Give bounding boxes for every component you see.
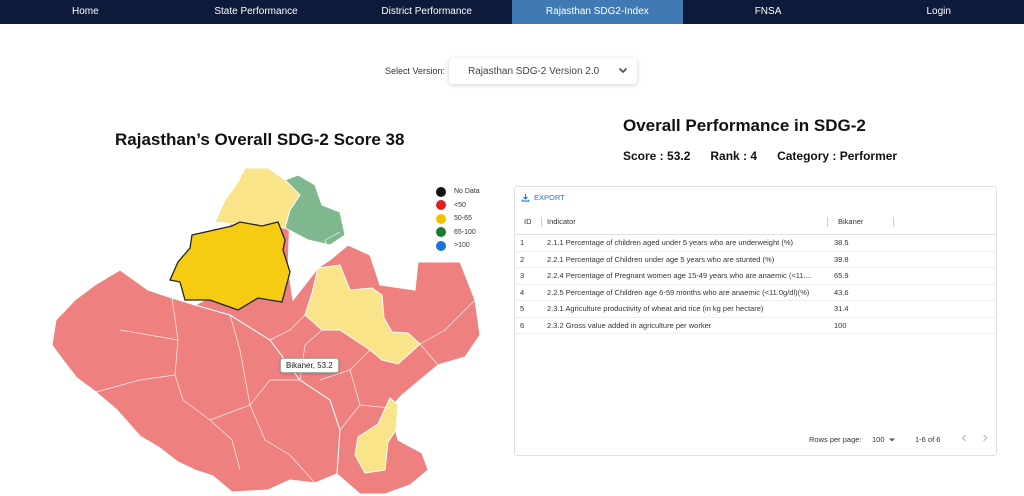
table-header: ID Indicator Bikaner bbox=[515, 209, 996, 235]
nav-state-performance[interactable]: State Performance bbox=[214, 6, 298, 17]
chevron-down-icon bbox=[617, 64, 629, 79]
cell-indicator: 2.2.5 Percentage of Children age 6-59 mo… bbox=[547, 287, 810, 297]
legend-item: 65-100 bbox=[436, 226, 480, 240]
rows-per-page-value: 100 bbox=[872, 435, 885, 444]
legend-item: 50-65 bbox=[436, 212, 480, 226]
cell-indicator: 2.3.2 Gross value added in agriculture p… bbox=[547, 320, 712, 330]
map-region-bikaner[interactable] bbox=[169, 221, 291, 311]
prev-page-button[interactable] bbox=[959, 433, 969, 445]
legend-item: <50 bbox=[436, 199, 480, 213]
table-row[interactable]: 1 2.1.1 Percentage of children aged under… bbox=[515, 235, 996, 252]
category-value: Category : Performer bbox=[777, 149, 898, 163]
nav-login[interactable]: Login bbox=[926, 6, 951, 17]
caret-down-icon bbox=[888, 438, 895, 441]
legend-dot bbox=[436, 186, 446, 197]
next-page-button[interactable] bbox=[980, 433, 990, 445]
score-value: Score : 53.2 bbox=[623, 149, 691, 163]
version-select-value: Rajasthan SDG-2 Version 2.0 bbox=[468, 65, 600, 77]
cell-indicator: 2.2.4 Percentage of Pregnant women age 1… bbox=[547, 271, 812, 280]
cell-id: 4 bbox=[520, 287, 525, 297]
column-separator[interactable] bbox=[893, 217, 894, 227]
cell-id: 6 bbox=[520, 320, 525, 330]
column-header-bikaner[interactable]: Bikaner bbox=[838, 217, 864, 226]
map-region-east-yellow[interactable] bbox=[304, 264, 421, 365]
map-title: Rajasthan’s Overall SDG-2 Score 38 bbox=[115, 130, 405, 149]
download-icon bbox=[521, 193, 530, 202]
cell-value: 65.9 bbox=[834, 271, 849, 280]
legend-dot bbox=[436, 227, 446, 238]
cell-id: 5 bbox=[520, 304, 525, 313]
rows-per-page-select[interactable]: 100 bbox=[872, 435, 896, 444]
column-separator[interactable] bbox=[541, 217, 542, 227]
cell-id: 3 bbox=[520, 271, 525, 280]
column-header-indicator[interactable]: Indicator bbox=[547, 217, 576, 226]
map-region-north-green[interactable] bbox=[284, 174, 346, 246]
legend-dot bbox=[436, 240, 446, 251]
table-row[interactable]: 5 2.3.1 Agriculture productivity of wheat… bbox=[515, 301, 996, 318]
chevron-right-icon bbox=[983, 434, 988, 442]
cell-indicator: 2.2.1 Percentage of Children under age 5… bbox=[547, 254, 775, 264]
map-region-south-yellow[interactable] bbox=[354, 397, 399, 474]
version-label: Select Version: bbox=[385, 66, 446, 76]
column-header-id[interactable]: ID bbox=[524, 217, 532, 226]
cell-id: 1 bbox=[520, 238, 525, 247]
performance-title: Overall Performance in SDG-2 bbox=[623, 116, 866, 135]
legend-dot bbox=[436, 200, 446, 211]
indicator-table: EXPORT ID Indicator Bikaner 1 2.1.1 Perce… bbox=[514, 186, 997, 456]
rajasthan-map bbox=[51, 167, 481, 495]
legend-item: No Data bbox=[436, 185, 480, 199]
column-separator[interactable] bbox=[827, 217, 828, 227]
nav-home[interactable]: Home bbox=[71, 6, 99, 17]
nav-fnsa[interactable]: FNSA bbox=[754, 6, 782, 17]
pagination-range: 1-6 of 6 bbox=[915, 435, 941, 444]
map-tooltip: Bikaner, 53.2 bbox=[280, 358, 339, 373]
nav-sdg2-index[interactable]: Rajasthan SDG2-Index bbox=[512, 0, 683, 24]
rank-value: Rank : 4 bbox=[710, 149, 758, 163]
table-footer: Rows per page: 100 1-6 of 6 bbox=[515, 425, 996, 455]
table-row[interactable]: 2 2.2.1 Percentage of Children under age … bbox=[515, 252, 996, 268]
export-button[interactable]: EXPORT bbox=[521, 193, 565, 202]
cell-value: 38.5 bbox=[834, 238, 849, 247]
cell-indicator: 2.3.1 Agriculture productivity of wheat … bbox=[547, 304, 764, 313]
legend-label: No Data bbox=[454, 188, 480, 196]
cell-indicator: 2.1.1 Percentage of children aged under … bbox=[547, 238, 793, 247]
cell-value: 100 bbox=[834, 320, 847, 330]
nav-district-performance[interactable]: District Performance bbox=[381, 6, 472, 17]
cell-id: 2 bbox=[520, 254, 525, 264]
rows-per-page-label: Rows per page: bbox=[809, 435, 862, 444]
table-row[interactable]: 6 2.3.2 Gross value added in agriculture … bbox=[515, 318, 996, 334]
table-row[interactable]: 3 2.2.4 Percentage of Pregnant women age … bbox=[515, 268, 996, 285]
legend-label: 65-100 bbox=[454, 228, 476, 236]
chevron-left-icon bbox=[961, 434, 966, 442]
legend-dot bbox=[436, 213, 446, 224]
version-select[interactable]: Rajasthan SDG-2 Version 2.0 bbox=[449, 58, 637, 84]
table-row[interactable]: 4 2.2.5 Percentage of Children age 6-59 m… bbox=[515, 285, 996, 301]
cell-value: 31.4 bbox=[834, 304, 849, 313]
cell-value: 43.6 bbox=[834, 287, 849, 297]
cell-value: 39.8 bbox=[834, 254, 849, 264]
map-legend: No Data <50 50-65 65-100 >100 bbox=[436, 185, 480, 253]
legend-label: <50 bbox=[454, 201, 466, 209]
legend-label: 50-65 bbox=[454, 215, 472, 223]
legend-item: >100 bbox=[436, 239, 480, 253]
export-label: EXPORT bbox=[534, 193, 565, 202]
performance-summary: Score : 53.2 Rank : 4 Category : Perform… bbox=[623, 149, 917, 163]
top-nav: Home State Performance District Performa… bbox=[0, 0, 1024, 24]
legend-label: >100 bbox=[454, 242, 470, 250]
